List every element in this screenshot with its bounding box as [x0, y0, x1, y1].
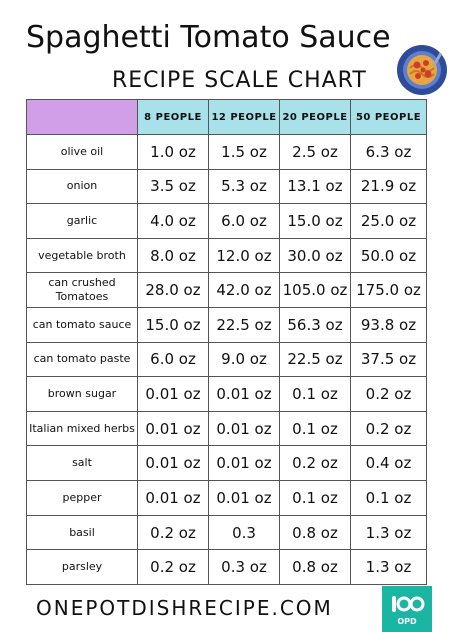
amount-cell: 1.3 oz: [350, 549, 427, 585]
logo-mark-icon: [392, 596, 425, 612]
table-row: olive oil 1.0 oz 1.5 oz 2.5 oz 6.3 oz: [26, 134, 427, 170]
column-header: 12 PEOPLE: [208, 99, 280, 135]
amount-cell: 0.4 oz: [350, 445, 427, 482]
amount-cell: 0.8 oz: [279, 549, 351, 585]
ingredient-name: can tomato paste: [26, 341, 138, 378]
spaghetti-plate-icon: [397, 45, 447, 95]
table-row: parsley 0.2 oz 0.3 oz 0.8 oz 1.3 oz: [26, 549, 427, 585]
recipe-scale-table: 8 PEOPLE 12 PEOPLE 20 PEOPLE 50 PEOPLE o…: [26, 99, 427, 585]
amount-cell: 0.01 oz: [208, 480, 280, 516]
amount-cell: 28.0 oz: [137, 272, 209, 309]
amount-cell: 0.01 oz: [137, 410, 209, 447]
amount-cell: 2.5 oz: [279, 134, 351, 170]
header-corner-cell: [26, 99, 138, 135]
amount-cell: 13.1 oz: [279, 168, 351, 205]
amount-cell: 0.01 oz: [208, 410, 280, 447]
amount-cell: 0.8 oz: [279, 514, 351, 551]
amount-cell: 175.0 oz: [350, 272, 427, 309]
table-row: can tomato sauce 15.0 oz 22.5 oz 56.3 oz…: [26, 307, 427, 343]
amount-cell: 0.1 oz: [350, 480, 427, 516]
amount-cell: 15.0 oz: [137, 307, 209, 343]
amount-cell: 37.5 oz: [350, 341, 427, 378]
amount-cell: 8.0 oz: [137, 237, 209, 274]
amount-cell: 0.01 oz: [208, 376, 280, 412]
table-row: brown sugar 0.01 oz 0.01 oz 0.1 oz 0.2 o…: [26, 376, 427, 412]
amount-cell: 4.0 oz: [137, 203, 209, 239]
column-header: 50 PEOPLE: [350, 99, 427, 135]
ingredient-name: basil: [26, 514, 138, 551]
ingredient-name: can crushed Tomatoes: [26, 272, 138, 309]
amount-cell: 0.01 oz: [137, 445, 209, 482]
amount-cell: 1.0 oz: [137, 134, 209, 170]
ingredient-name: Italian mixed herbs: [26, 410, 138, 447]
ingredient-name: vegetable broth: [26, 237, 138, 274]
amount-cell: 1.5 oz: [208, 134, 280, 170]
amount-cell: 6.0 oz: [208, 203, 280, 239]
table-row: garlic 4.0 oz 6.0 oz 15.0 oz 25.0 oz: [26, 203, 427, 239]
amount-cell: 0.2 oz: [137, 549, 209, 585]
table-row: vegetable broth 8.0 oz 12.0 oz 30.0 oz 5…: [26, 237, 427, 274]
amount-cell: 21.9 oz: [350, 168, 427, 205]
amount-cell: 93.8 oz: [350, 307, 427, 343]
table-row: can crushed Tomatoes 28.0 oz 42.0 oz 105…: [26, 272, 427, 309]
amount-cell: 22.5 oz: [208, 307, 280, 343]
ingredient-name: salt: [26, 445, 138, 482]
amount-cell: 50.0 oz: [350, 237, 427, 274]
table-row: salt 0.01 oz 0.01 oz 0.2 oz 0.4 oz: [26, 445, 427, 482]
amount-cell: 6.0 oz: [137, 341, 209, 378]
table-row: onion 3.5 oz 5.3 oz 13.1 oz 21.9 oz: [26, 168, 427, 205]
column-header: 20 PEOPLE: [279, 99, 351, 135]
amount-cell: 0.2 oz: [350, 410, 427, 447]
page-title: Spaghetti Tomato Sauce: [26, 20, 391, 55]
ingredient-name: brown sugar: [26, 376, 138, 412]
amount-cell: 56.3 oz: [279, 307, 351, 343]
ingredient-name: garlic: [26, 203, 138, 239]
amount-cell: 0.2 oz: [350, 376, 427, 412]
amount-cell: 15.0 oz: [279, 203, 351, 239]
amount-cell: 42.0 oz: [208, 272, 280, 309]
amount-cell: 0.2 oz: [279, 445, 351, 482]
amount-cell: 0.01 oz: [208, 445, 280, 482]
column-header: 8 PEOPLE: [137, 99, 209, 135]
logo-text: OPD: [397, 617, 417, 626]
amount-cell: 0.3: [208, 514, 280, 551]
amount-cell: 22.5 oz: [279, 341, 351, 378]
ingredient-name: pepper: [26, 480, 138, 516]
ingredient-name: can tomato sauce: [26, 307, 138, 343]
amount-cell: 0.01 oz: [137, 376, 209, 412]
table-row: basil 0.2 oz 0.3 0.8 oz 1.3 oz: [26, 514, 427, 551]
amount-cell: 0.2 oz: [137, 514, 209, 551]
page-subtitle: RECIPE SCALE CHART: [112, 68, 367, 93]
amount-cell: 30.0 oz: [279, 237, 351, 274]
table-row: pepper 0.01 oz 0.01 oz 0.1 oz 0.1 oz: [26, 480, 427, 516]
amount-cell: 0.01 oz: [137, 480, 209, 516]
amount-cell: 6.3 oz: [350, 134, 427, 170]
amount-cell: 0.1 oz: [279, 480, 351, 516]
amount-cell: 105.0 oz: [279, 272, 351, 309]
ingredient-name: parsley: [26, 549, 138, 585]
opd-logo: OPD: [382, 586, 432, 632]
website-url[interactable]: ONEPOTDISHRECIPE.COM: [36, 596, 333, 620]
table-header-row: 8 PEOPLE 12 PEOPLE 20 PEOPLE 50 PEOPLE: [26, 99, 427, 135]
amount-cell: 3.5 oz: [137, 168, 209, 205]
amount-cell: 0.1 oz: [279, 376, 351, 412]
amount-cell: 12.0 oz: [208, 237, 280, 274]
ingredient-name: onion: [26, 168, 138, 205]
table-row: can tomato paste 6.0 oz 9.0 oz 22.5 oz 3…: [26, 341, 427, 378]
amount-cell: 0.1 oz: [279, 410, 351, 447]
amount-cell: 9.0 oz: [208, 341, 280, 378]
amount-cell: 0.3 oz: [208, 549, 280, 585]
ingredient-name: olive oil: [26, 134, 138, 170]
amount-cell: 1.3 oz: [350, 514, 427, 551]
amount-cell: 5.3 oz: [208, 168, 280, 205]
table-row: Italian mixed herbs 0.01 oz 0.01 oz 0.1 …: [26, 410, 427, 447]
amount-cell: 25.0 oz: [350, 203, 427, 239]
